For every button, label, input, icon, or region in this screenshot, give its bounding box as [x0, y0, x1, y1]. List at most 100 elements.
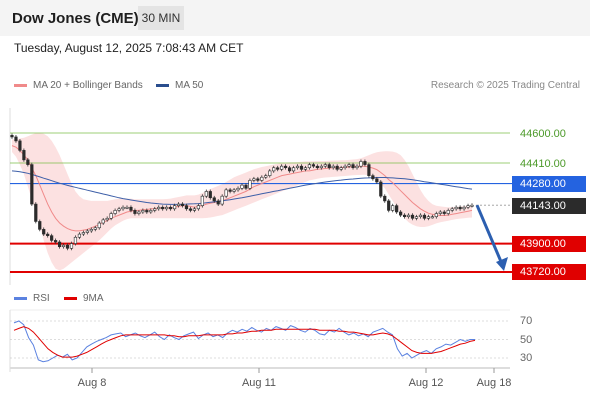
candle-body	[291, 167, 296, 172]
ma50-legend-label: MA 50	[175, 80, 204, 91]
candle-body	[426, 216, 430, 219]
candle-body	[129, 206, 133, 211]
candle-body	[65, 244, 70, 249]
candle-body	[89, 229, 93, 232]
candle-body	[284, 165, 288, 169]
candle-body	[375, 178, 379, 183]
ma9-legend-label: 9MA	[83, 293, 104, 304]
candle-body	[331, 165, 335, 169]
candle-body	[347, 164, 351, 167]
candle-body	[414, 216, 419, 219]
candle-body	[125, 206, 129, 209]
candle-body	[165, 206, 169, 210]
candle-body	[466, 205, 470, 208]
candle-body	[454, 206, 458, 210]
candle-body	[30, 164, 34, 205]
candle-body	[367, 164, 371, 176]
candle-body	[18, 140, 22, 151]
candle-body	[402, 214, 407, 218]
candle-body	[200, 195, 204, 206]
bollinger-band-area	[12, 133, 472, 271]
candle-body	[176, 203, 181, 206]
ma50-swatch	[156, 83, 169, 87]
timeframe-button[interactable]: 30 MIN	[138, 6, 184, 30]
candle-body	[180, 203, 185, 206]
candle-body	[141, 210, 145, 213]
candle-body	[188, 208, 193, 211]
candle-body	[42, 229, 46, 235]
candle-body	[232, 189, 236, 192]
candle-body	[34, 203, 38, 222]
rsi-tick-50: 50	[520, 334, 533, 346]
forecast-arrow-head	[496, 257, 508, 271]
level-label-resistance-1: 44410.00	[512, 156, 586, 172]
forecast-arrow-shaft	[475, 204, 504, 265]
candle-body	[208, 191, 212, 199]
candle-body	[26, 159, 30, 165]
candle-body	[406, 214, 411, 218]
candle-body	[323, 164, 327, 167]
candle-body	[450, 208, 454, 211]
candle-body	[10, 135, 14, 138]
rsi-legend: RSI	[14, 293, 50, 304]
rsi-legend-label: RSI	[33, 293, 50, 304]
candle-body	[418, 214, 423, 218]
timestamp: Tuesday, August 12, 2025 7:08:43 AM CET	[14, 41, 244, 55]
candle-body	[379, 181, 383, 197]
candle-body	[458, 206, 462, 210]
research-credit: Research © 2025 Trading Central	[430, 80, 580, 91]
candle-body	[307, 164, 312, 169]
candle-body	[422, 214, 427, 219]
date-tick-aug-12: Aug 12	[408, 377, 444, 389]
rsi-swatch	[14, 296, 27, 300]
candle-body	[14, 136, 18, 142]
bollinger-legend-label: MA 20 + Bollinger Bands	[33, 80, 143, 91]
candle-body	[153, 208, 157, 211]
candle-body	[101, 219, 105, 224]
candle-body	[299, 165, 304, 170]
candle-body	[97, 222, 101, 229]
candle-body	[256, 178, 260, 181]
candle-body	[61, 244, 66, 248]
candle-body	[276, 167, 280, 170]
candle-body	[212, 197, 216, 202]
date-tick-aug-11: Aug 11	[241, 377, 277, 389]
candle-body	[430, 216, 434, 219]
candle-body	[196, 205, 200, 210]
candle-body	[54, 240, 58, 243]
candle-body	[137, 211, 141, 214]
candle-body	[363, 161, 367, 165]
candle-body	[383, 195, 387, 202]
candle-body	[359, 161, 363, 167]
candle-body	[105, 217, 109, 221]
ma50-legend: MA 50	[156, 80, 203, 91]
candle-body	[351, 164, 355, 169]
date-tick-aug-8: Aug 8	[77, 377, 107, 389]
candle-body	[149, 210, 153, 213]
candle-body	[157, 206, 161, 210]
candle-body	[113, 210, 117, 214]
rsi-ma9-line	[13, 326, 476, 358]
candle-body	[50, 235, 54, 241]
ma50-line	[11, 170, 473, 205]
candle-body	[311, 164, 315, 167]
candle-body	[109, 213, 113, 219]
rsi-tick-30: 30	[520, 352, 533, 364]
level-label-pivot: 44280.00	[512, 176, 586, 192]
candle-body	[117, 208, 121, 211]
level-label-resistance-2: 44600.00	[512, 126, 586, 142]
candle-body	[268, 170, 272, 176]
candle-body	[387, 200, 391, 211]
candle-body	[470, 204, 474, 207]
ma9-swatch	[64, 296, 77, 300]
candle-body	[172, 205, 177, 210]
candle-body	[161, 206, 165, 210]
bollinger-swatch	[14, 83, 27, 87]
candle-body	[73, 236, 78, 244]
candle-body	[22, 150, 26, 161]
candle-body	[57, 241, 62, 248]
instrument-title: Dow Jones (CME)	[12, 10, 139, 27]
candle-body	[315, 165, 319, 169]
candle-body	[77, 233, 82, 238]
candle-body	[121, 206, 125, 210]
